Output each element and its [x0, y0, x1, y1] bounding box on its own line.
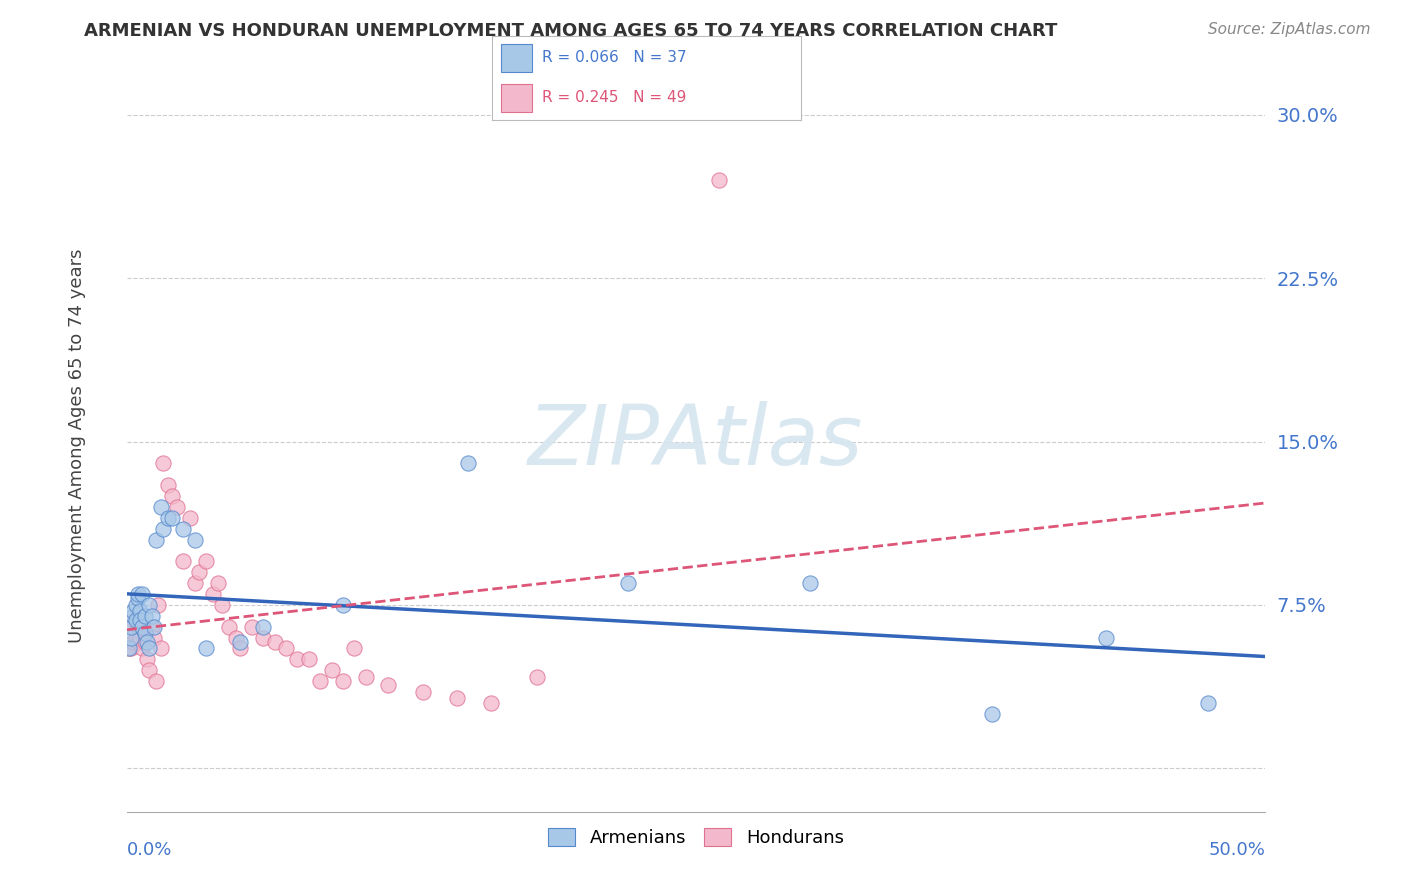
Point: [131, 641, 153, 656]
Point: [166, 500, 188, 514]
Point: [229, 635, 252, 649]
Point: [129, 613, 152, 627]
Point: [252, 631, 274, 645]
Point: [142, 631, 165, 645]
Point: [195, 554, 218, 568]
Point: [225, 631, 247, 645]
Point: [124, 631, 146, 645]
Point: [799, 576, 821, 591]
Point: [156, 510, 179, 524]
Point: [120, 641, 142, 656]
Point: [124, 613, 146, 627]
Point: [127, 587, 149, 601]
Point: [120, 631, 142, 645]
Point: [446, 691, 468, 706]
Point: [134, 626, 156, 640]
Point: [142, 619, 165, 633]
Text: 0.0%: 0.0%: [127, 841, 172, 859]
Point: [298, 652, 321, 666]
Point: [526, 670, 548, 684]
Text: Unemployment Among Ages 65 to 74 years: Unemployment Among Ages 65 to 74 years: [69, 249, 86, 643]
Point: [122, 608, 145, 623]
Point: [120, 619, 142, 633]
Point: [141, 619, 163, 633]
Point: [148, 598, 170, 612]
Point: [131, 587, 153, 601]
Point: [1198, 696, 1220, 710]
Point: [240, 619, 263, 633]
Point: [122, 604, 145, 618]
Point: [138, 641, 160, 656]
Point: [354, 670, 377, 684]
Point: [138, 663, 160, 677]
Point: [152, 456, 174, 470]
Point: [274, 641, 297, 656]
Text: R = 0.066   N = 37: R = 0.066 N = 37: [541, 50, 686, 65]
Point: [118, 641, 141, 656]
Point: [129, 631, 152, 645]
Point: [152, 522, 174, 536]
Point: [149, 641, 172, 656]
Point: [252, 619, 274, 633]
Point: [263, 635, 285, 649]
Point: [184, 576, 207, 591]
Bar: [502, 45, 533, 71]
Point: [287, 652, 309, 666]
Point: [1095, 631, 1118, 645]
Text: ARMENIAN VS HONDURAN UNEMPLOYMENT AMONG AGES 65 TO 74 YEARS CORRELATION CHART: ARMENIAN VS HONDURAN UNEMPLOYMENT AMONG …: [84, 22, 1057, 40]
Point: [131, 619, 153, 633]
Legend: Armenians, Hondurans: Armenians, Hondurans: [541, 821, 851, 855]
Point: [124, 598, 146, 612]
Point: [122, 635, 145, 649]
Point: [122, 613, 145, 627]
Point: [156, 478, 179, 492]
Point: [479, 696, 502, 710]
Point: [202, 587, 225, 601]
Point: [141, 608, 163, 623]
Text: Source: ZipAtlas.com: Source: ZipAtlas.com: [1208, 22, 1371, 37]
Point: [127, 591, 149, 606]
Point: [457, 456, 479, 470]
Point: [134, 608, 156, 623]
Point: [145, 674, 167, 689]
Point: [127, 619, 149, 633]
Point: [129, 604, 152, 618]
Point: [118, 641, 141, 656]
Point: [172, 522, 194, 536]
Point: [321, 663, 343, 677]
Point: [218, 619, 240, 633]
Point: [136, 652, 159, 666]
Point: [184, 533, 207, 547]
Text: ZIPAtlas: ZIPAtlas: [529, 401, 863, 482]
Point: [195, 641, 218, 656]
Point: [138, 598, 160, 612]
Text: R = 0.245   N = 49: R = 0.245 N = 49: [541, 90, 686, 105]
Text: 50.0%: 50.0%: [1209, 841, 1265, 859]
Point: [981, 706, 1004, 721]
Point: [188, 565, 211, 579]
Point: [127, 635, 149, 649]
Point: [377, 678, 399, 692]
Point: [343, 641, 366, 656]
Point: [207, 576, 229, 591]
Point: [149, 500, 172, 514]
Point: [160, 489, 183, 503]
Point: [332, 674, 354, 689]
Point: [134, 635, 156, 649]
Point: [136, 635, 159, 649]
Point: [172, 554, 194, 568]
Point: [616, 576, 638, 591]
Point: [229, 641, 252, 656]
Point: [332, 598, 354, 612]
Point: [179, 510, 201, 524]
Point: [412, 685, 434, 699]
Point: [211, 598, 233, 612]
Point: [145, 533, 167, 547]
Bar: [502, 85, 533, 112]
Point: [160, 510, 183, 524]
Point: [707, 173, 730, 187]
Point: [309, 674, 332, 689]
